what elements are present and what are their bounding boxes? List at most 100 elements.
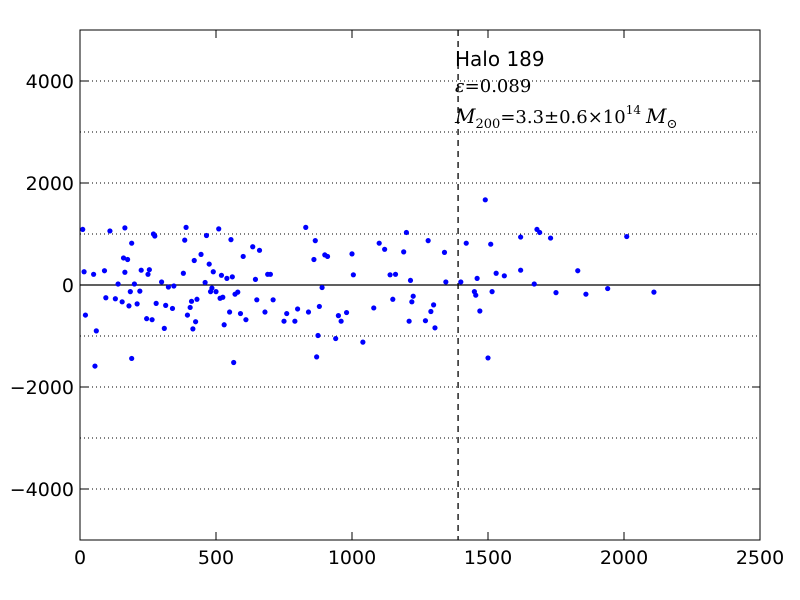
data-point-107 <box>406 318 412 324</box>
data-point-122 <box>474 275 480 281</box>
data-point-37 <box>180 270 186 276</box>
data-point-95 <box>343 309 350 316</box>
annotation-mass-unit-subscript: ⊙ <box>666 117 677 132</box>
data-point-72 <box>254 297 260 303</box>
data-point-83 <box>305 309 312 315</box>
x-tick-label-1000: 1000 <box>328 547 376 569</box>
data-point-31 <box>159 279 165 285</box>
data-point-16 <box>126 303 132 309</box>
data-point-23 <box>138 267 144 273</box>
data-point-26 <box>146 267 152 273</box>
data-point-130 <box>518 234 524 240</box>
data-point-21 <box>134 301 140 307</box>
data-point-22 <box>137 288 143 294</box>
data-point-59 <box>221 322 227 328</box>
y-tick-label--2000: −2000 <box>10 377 74 399</box>
annotation-mass-unit: M <box>645 104 667 128</box>
data-point-138 <box>583 291 589 297</box>
data-point-100 <box>376 240 382 246</box>
x-tick-label-2500: 2500 <box>736 547 784 569</box>
data-point-29 <box>152 233 158 239</box>
data-point-87 <box>315 332 321 339</box>
data-point-86 <box>314 354 320 360</box>
data-point-135 <box>547 235 554 241</box>
data-point-117 <box>443 279 449 285</box>
annotation-halo-name: Halo 189 <box>455 47 545 71</box>
data-point-93 <box>335 313 341 319</box>
data-point-125 <box>485 355 491 361</box>
data-point-64 <box>231 359 237 366</box>
data-point-39 <box>183 224 189 230</box>
data-point-91 <box>324 253 331 260</box>
data-point-48 <box>202 279 208 286</box>
halo-annotation: Halo 189 ε=0.089 M200=3.3±0.6×1014 M⊙ <box>454 47 677 132</box>
x-tick-label-2000: 2000 <box>600 547 648 569</box>
data-point-6 <box>101 268 108 274</box>
annotation-epsilon-value: =0.089 <box>465 76 532 97</box>
data-points <box>80 197 657 369</box>
data-point-36 <box>171 283 177 289</box>
data-point-44 <box>191 257 197 264</box>
data-point-97 <box>350 272 356 278</box>
data-point-79 <box>284 310 290 317</box>
data-point-121 <box>473 292 479 298</box>
data-point-25 <box>145 271 151 277</box>
data-point-57 <box>218 272 225 278</box>
data-point-54 <box>213 289 219 295</box>
data-point-67 <box>237 310 244 317</box>
data-point-132 <box>531 281 537 287</box>
data-point-68 <box>240 253 246 260</box>
data-point-8 <box>107 228 113 234</box>
data-point-104 <box>392 271 399 277</box>
data-point-129 <box>501 273 507 279</box>
data-point-14 <box>122 269 128 275</box>
x-tick-labels: 0 500 1000 1500 2000 2500 <box>74 547 784 569</box>
data-point-70 <box>250 244 256 250</box>
data-point-41 <box>187 304 193 311</box>
data-point-10 <box>115 281 121 287</box>
data-point-58 <box>220 294 226 300</box>
data-point-30 <box>153 300 159 306</box>
data-point-47 <box>198 251 204 257</box>
data-point-116 <box>441 249 448 255</box>
data-point-140 <box>624 233 630 240</box>
data-point-110 <box>410 293 416 299</box>
axis-ticks <box>79 30 761 540</box>
data-point-3 <box>91 271 97 277</box>
data-point-32 <box>161 325 167 331</box>
data-point-35 <box>169 305 176 312</box>
data-point-17 <box>127 289 133 295</box>
data-point-46 <box>194 296 200 302</box>
data-point-40 <box>184 312 191 318</box>
data-point-52 <box>209 285 215 291</box>
data-point-2 <box>82 312 89 318</box>
data-point-71 <box>252 276 259 282</box>
data-point-63 <box>229 274 235 280</box>
data-point-89 <box>319 284 325 291</box>
data-point-94 <box>338 318 344 324</box>
data-point-11 <box>119 299 125 305</box>
data-point-105 <box>401 249 407 255</box>
data-point-134 <box>537 229 543 236</box>
annotation-mass-subscript: 200 <box>475 117 500 132</box>
y-tick-label-0: 0 <box>62 275 74 297</box>
data-point-49 <box>203 232 210 239</box>
data-point-118 <box>458 279 464 285</box>
data-point-34 <box>165 284 171 290</box>
annotation-mass-symbol: M <box>454 104 476 128</box>
data-point-111 <box>422 318 429 324</box>
data-point-81 <box>295 306 301 312</box>
data-point-113 <box>428 308 434 315</box>
data-point-4 <box>92 363 98 369</box>
data-point-96 <box>349 251 355 257</box>
data-point-126 <box>488 241 494 247</box>
data-point-80 <box>292 318 298 324</box>
data-point-124 <box>482 197 488 203</box>
data-point-0 <box>80 226 86 233</box>
data-point-9 <box>112 296 118 302</box>
y-tick-label-2000: 2000 <box>26 173 74 195</box>
data-point-101 <box>382 246 388 252</box>
data-point-77 <box>270 297 276 303</box>
x-tick-label-0: 0 <box>74 547 86 569</box>
data-point-24 <box>144 316 150 322</box>
